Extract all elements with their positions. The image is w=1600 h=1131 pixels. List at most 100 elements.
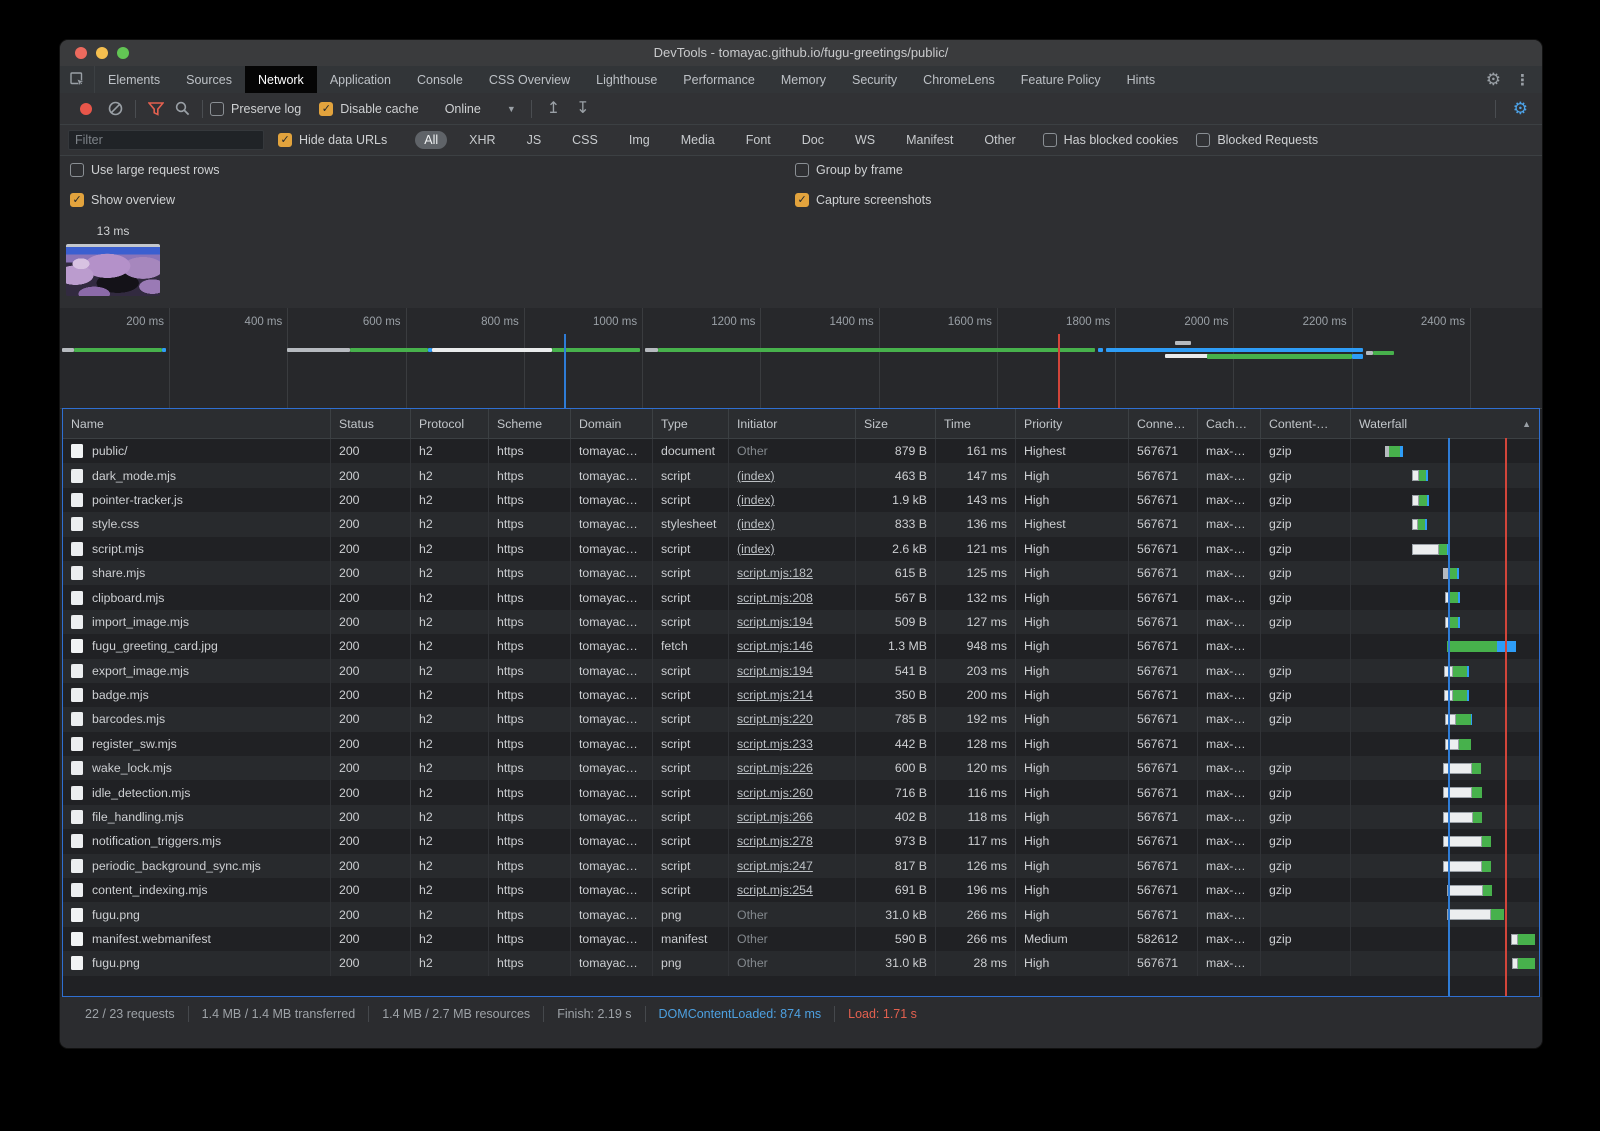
- request-row[interactable]: barcodes.mjs 200 h2 https tomayac… script scri…: [63, 707, 1539, 732]
- tab-application[interactable]: Application: [329, 72, 391, 87]
- initiator-link[interactable]: script.mjs:233: [737, 736, 813, 751]
- request-row[interactable]: notification_triggers.mjs 200 h2 https tomay…: [63, 829, 1539, 854]
- column-header-conne[interactable]: Conne…: [1129, 409, 1198, 438]
- initiator-link[interactable]: (index): [737, 468, 775, 483]
- tab-feature-policy[interactable]: Feature Policy: [1020, 72, 1101, 87]
- has-blocked-cookies-checkbox[interactable]: Has blocked cookies: [1042, 133, 1178, 147]
- throttling-dropdown[interactable]: Online ▼: [445, 102, 516, 116]
- use-large-request-rows-checkbox[interactable]: Use large request rows: [70, 163, 220, 177]
- request-row[interactable]: manifest.webmanifest 200 h2 https tomayac… ma…: [63, 926, 1539, 952]
- request-row[interactable]: dark_mode.mjs 200 h2 https tomayac… script (in…: [63, 463, 1539, 488]
- tab-chromelens[interactable]: ChromeLens: [923, 72, 995, 87]
- checkbox-checked[interactable]: [795, 193, 809, 207]
- column-header-domain[interactable]: Domain: [571, 409, 653, 438]
- more-options-icon[interactable]: ⋮: [1515, 71, 1530, 89]
- type-filter-xhr[interactable]: XHR: [469, 133, 496, 147]
- column-header-initiator[interactable]: Initiator: [729, 409, 856, 438]
- initiator-link[interactable]: script.mjs:194: [737, 663, 813, 678]
- type-filter-css[interactable]: CSS: [572, 133, 598, 147]
- zoom-window-button[interactable]: [117, 47, 129, 59]
- show-overview-checkbox[interactable]: Show overview: [70, 193, 175, 207]
- checkbox-unchecked[interactable]: [795, 163, 809, 177]
- checkbox-unchecked[interactable]: [210, 101, 224, 116]
- column-header-protocol[interactable]: Protocol: [411, 409, 489, 438]
- request-row[interactable]: file_handling.mjs 200 h2 https tomayac… scrip…: [63, 804, 1539, 830]
- disable-cache-checkbox[interactable]: Disable cache: [319, 101, 419, 116]
- request-row[interactable]: share.mjs 200 h2 https tomayac… script script.…: [63, 560, 1539, 586]
- request-row[interactable]: export_image.mjs 200 h2 https tomayac… script…: [63, 658, 1539, 683]
- settings-gear-icon[interactable]: ⚙: [1485, 70, 1501, 89]
- type-filter-doc[interactable]: Doc: [801, 133, 824, 147]
- initiator-link[interactable]: script.mjs:194: [737, 614, 813, 629]
- column-header-name[interactable]: Name: [63, 409, 331, 438]
- request-row[interactable]: script.mjs 200 h2 https tomayac… script (index…: [63, 536, 1539, 561]
- request-row[interactable]: clipboard.mjs 200 h2 https tomayac… script scr…: [63, 585, 1539, 610]
- checkbox-checked[interactable]: [319, 101, 334, 116]
- request-row[interactable]: import_image.mjs 200 h2 https tomayac… script…: [63, 609, 1539, 635]
- request-row[interactable]: fugu.png 200 h2 https tomayac… png Other 31.0 k…: [63, 951, 1539, 976]
- checkbox-unchecked[interactable]: [70, 163, 84, 177]
- minimize-window-button[interactable]: [96, 47, 108, 59]
- network-overview-timeline[interactable]: 200 ms 400 ms 600 ms 800 ms 1000 ms 1200 ms 14…: [60, 308, 1542, 409]
- export-har-icon[interactable]: ↧: [576, 99, 590, 117]
- type-filter-all[interactable]: All: [415, 131, 448, 149]
- column-header-waterfall[interactable]: Waterfall ▲: [1359, 416, 1531, 431]
- tab-network[interactable]: Network: [244, 66, 317, 93]
- checkbox-checked[interactable]: [278, 133, 292, 147]
- tab-performance[interactable]: Performance: [683, 72, 755, 87]
- initiator-link[interactable]: (index): [737, 517, 775, 532]
- checkbox-unchecked[interactable]: [1042, 133, 1057, 147]
- tab-security[interactable]: Security: [852, 72, 898, 87]
- column-header-type[interactable]: Type: [653, 409, 729, 438]
- tab-elements[interactable]: Elements: [108, 72, 161, 87]
- preserve-log-checkbox[interactable]: Preserve log: [210, 101, 301, 116]
- filter-input[interactable]: [68, 130, 264, 150]
- clear-network-log-button[interactable]: [102, 97, 128, 121]
- column-header-status[interactable]: Status: [331, 409, 411, 438]
- type-filter-font[interactable]: Font: [745, 133, 771, 147]
- column-header-content[interactable]: Content-…: [1261, 409, 1351, 438]
- tab-sources[interactable]: Sources: [186, 72, 232, 87]
- column-header-priority[interactable]: Priority: [1016, 409, 1129, 438]
- inspect-element-button[interactable]: [60, 66, 95, 93]
- type-filter-js[interactable]: JS: [526, 133, 542, 147]
- request-row[interactable]: register_sw.mjs 200 h2 https tomayac… script s…: [63, 731, 1539, 757]
- request-row[interactable]: periodic_background_sync.mjs 200 h2 https to…: [63, 853, 1539, 879]
- tab-css-overview[interactable]: CSS Overview: [488, 72, 571, 87]
- column-header-cach[interactable]: Cach…: [1198, 409, 1261, 438]
- request-row[interactable]: style.css 200 h2 https tomayac… stylesheet (in…: [63, 512, 1539, 537]
- request-row[interactable]: fugu_greeting_card.jpg 200 h2 https tomayac……: [63, 634, 1539, 659]
- filter-toggle-button[interactable]: [143, 97, 169, 121]
- request-row[interactable]: pointer-tracker.js 200 h2 https tomayac… scri…: [63, 487, 1539, 513]
- blocked-requests-checkbox[interactable]: Blocked Requests: [1196, 133, 1318, 147]
- group-by-frame-checkbox[interactable]: Group by frame: [795, 163, 903, 177]
- initiator-link[interactable]: script.mjs:146: [737, 639, 813, 654]
- request-row[interactable]: content_indexing.mjs 200 h2 https tomayac… sc…: [63, 878, 1539, 903]
- type-filter-media[interactable]: Media: [680, 133, 715, 147]
- tab-hints[interactable]: Hints: [1126, 72, 1156, 87]
- network-settings-gear-icon[interactable]: ⚙: [1512, 99, 1528, 118]
- request-row[interactable]: fugu.png 200 h2 https tomayac… png Other 31.0 k…: [63, 902, 1539, 927]
- request-row[interactable]: idle_detection.mjs 200 h2 https tomayac… scri…: [63, 780, 1539, 805]
- record-network-log-button[interactable]: [80, 102, 92, 115]
- checkbox-unchecked[interactable]: [1196, 133, 1211, 147]
- initiator-link[interactable]: script.mjs:260: [737, 785, 813, 800]
- checkbox-checked[interactable]: [70, 193, 84, 207]
- type-filter-other[interactable]: Other: [984, 133, 1016, 147]
- initiator-link[interactable]: script.mjs:226: [737, 761, 813, 776]
- initiator-link[interactable]: script.mjs:254: [737, 883, 813, 898]
- tab-memory[interactable]: Memory: [780, 72, 827, 87]
- column-header-time[interactable]: Time: [936, 409, 1016, 438]
- request-row[interactable]: badge.mjs 200 h2 https tomayac… script script.…: [63, 682, 1539, 708]
- type-filter-manifest[interactable]: Manifest: [906, 133, 954, 147]
- capture-screenshots-checkbox[interactable]: Capture screenshots: [795, 193, 931, 207]
- column-header-size[interactable]: Size: [856, 409, 936, 438]
- initiator-link[interactable]: (index): [737, 492, 775, 507]
- initiator-link[interactable]: script.mjs:208: [737, 590, 813, 605]
- type-filter-img[interactable]: Img: [628, 133, 650, 147]
- initiator-link[interactable]: (index): [737, 541, 775, 556]
- initiator-link[interactable]: script.mjs:278: [737, 834, 813, 849]
- initiator-link[interactable]: script.mjs:220: [737, 712, 813, 727]
- initiator-link[interactable]: script.mjs:182: [737, 566, 813, 581]
- column-header-scheme[interactable]: Scheme: [489, 409, 571, 438]
